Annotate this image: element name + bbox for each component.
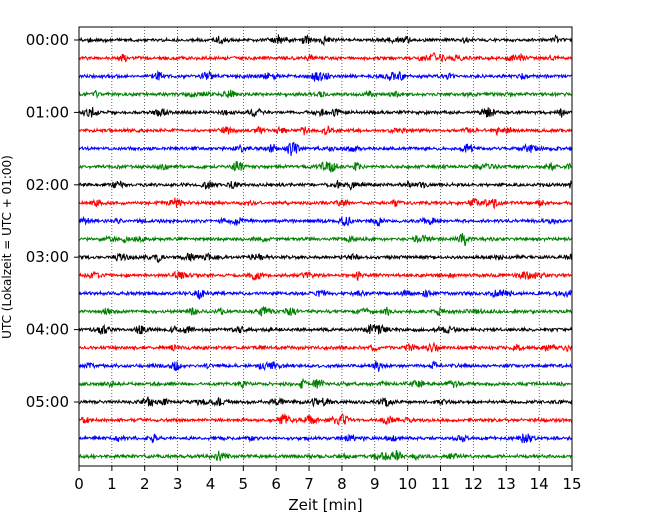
x-axis-ticks: 0 1 2 3 4 5 6 7 8 9 10 11 12 13 14 15 (74, 466, 582, 493)
trace-0000 (78, 33, 573, 47)
x-tick-label-8: 8 (337, 475, 347, 493)
trace-0130 (78, 141, 573, 157)
trace-0245 (78, 233, 573, 247)
trace-0200 (78, 179, 573, 191)
trace-0100 (78, 107, 573, 118)
plot-background (79, 27, 572, 466)
trace-0330 (78, 288, 573, 301)
y-tick-label-05:00: 05:00 (26, 393, 69, 411)
x-tick-label-15: 15 (562, 475, 581, 493)
x-tick-label-6: 6 (271, 475, 281, 493)
vertical-gridlines (111, 27, 540, 466)
x-tick-label-5: 5 (239, 475, 249, 493)
trace-0045 (78, 89, 573, 100)
x-tick-label-10: 10 (398, 475, 417, 493)
trace-0400 (78, 323, 573, 335)
x-tick-label-14: 14 (530, 475, 549, 493)
trace-0345 (78, 305, 573, 317)
trace-0515 (78, 412, 573, 426)
x-tick-label-2: 2 (140, 475, 150, 493)
trace-0115 (78, 125, 573, 137)
trace-0430 (78, 360, 573, 372)
x-tick-label-1: 1 (107, 475, 117, 493)
x-tick-label-0: 0 (74, 475, 84, 493)
x-tick-label-9: 9 (370, 475, 380, 493)
trace-0445 (78, 377, 573, 390)
y-tick-label-01:00: 01:00 (26, 103, 69, 121)
trace-0545 (78, 449, 573, 462)
x-tick-label-11: 11 (431, 475, 450, 493)
trace-0145 (78, 160, 573, 173)
trace-0300 (78, 252, 573, 264)
trace-0415 (78, 341, 573, 353)
trace-0530 (78, 433, 573, 444)
x-tick-label-3: 3 (173, 475, 183, 493)
trace-0500 (78, 396, 573, 408)
y-axis-ticks: 00:00 01:00 02:00 03:00 04:00 05:00 (26, 31, 79, 411)
trace-0215 (78, 197, 573, 210)
y-tick-label-00:00: 00:00 (26, 31, 69, 49)
y-tick-label-03:00: 03:00 (26, 248, 69, 266)
trace-0230 (78, 215, 573, 227)
y-tick-label-02:00: 02:00 (26, 176, 69, 194)
trace-0315 (78, 270, 573, 282)
x-tick-label-13: 13 (497, 475, 516, 493)
x-axis-label: Zeit [min] (288, 496, 362, 514)
seismogram-traces (78, 33, 573, 462)
trace-0015 (78, 52, 573, 63)
plot-frame (78, 26, 573, 467)
trace-0030 (78, 69, 573, 82)
x-tick-label-12: 12 (464, 475, 483, 493)
y-axis-label: UTC (Lokalzeit = UTC + 01:00) (0, 155, 14, 339)
x-tick-label-7: 7 (304, 475, 314, 493)
y-tick-label-04:00: 04:00 (26, 321, 69, 339)
x-tick-label-4: 4 (206, 475, 216, 493)
